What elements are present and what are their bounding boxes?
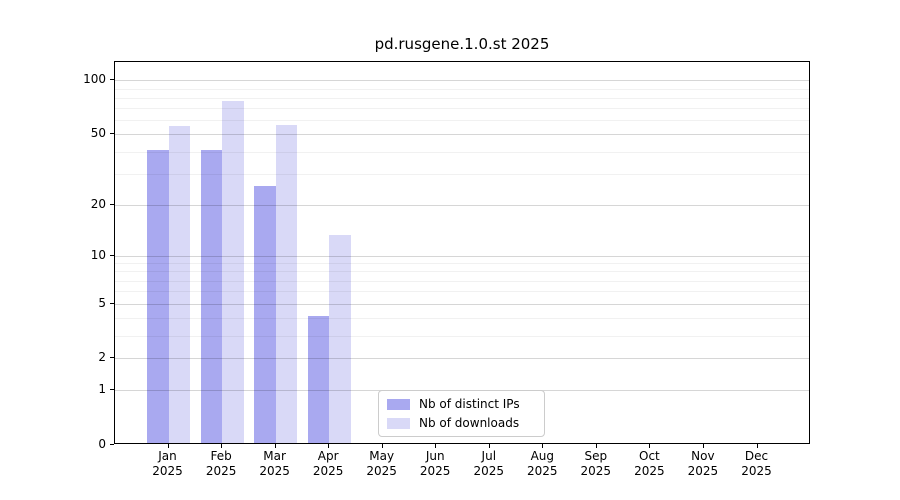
- x-tick-mark: [542, 444, 544, 448]
- x-tick-year: 2025: [687, 464, 719, 478]
- y-tick-label-50: 50: [90, 126, 106, 141]
- x-tick-year: 2025: [741, 464, 772, 478]
- bar-downloads-jan: [168, 126, 190, 443]
- x-tick-month: Jan: [158, 449, 177, 463]
- x-tick-mark: [649, 444, 651, 448]
- bar-distinct-ips-apr: [307, 315, 330, 443]
- distinct-ips-swatch-icon: [387, 398, 410, 410]
- legend-item-distinct-ips: Nb of distinct IPs: [387, 397, 536, 411]
- y-tick-label-10: 10: [90, 247, 106, 262]
- x-tick-mark: [435, 444, 437, 448]
- bar-downloads-feb: [222, 100, 244, 443]
- x-tick-label-mar: Mar 2025: [243, 449, 307, 479]
- x-tick-label-aug: Aug 2025: [510, 449, 574, 479]
- x-tick-month: May: [369, 449, 395, 463]
- x-tick-year: 2025: [473, 464, 505, 478]
- gridline-minor-80: [115, 97, 809, 99]
- x-tick-mark: [756, 444, 758, 448]
- x-tick-year: 2025: [366, 464, 397, 478]
- x-tick-month: Aug: [530, 449, 555, 463]
- x-tick-month: Nov: [691, 449, 715, 463]
- x-tick-month: Dec: [744, 449, 769, 463]
- x-tick-mark: [274, 444, 276, 448]
- bar-downloads-mar: [275, 125, 298, 443]
- x-tick-label-jun: Jun 2025: [403, 449, 467, 479]
- x-tick-year: 2025: [580, 464, 612, 478]
- y-tick-mark: [110, 203, 114, 205]
- x-tick-month: Jul: [481, 449, 497, 463]
- x-tick-month: Sep: [584, 449, 608, 463]
- x-tick-year: 2025: [419, 464, 451, 478]
- y-tick-label-20: 20: [90, 196, 106, 211]
- x-tick-label-sep: Sep 2025: [564, 449, 628, 479]
- gridline-major-100: [115, 80, 809, 82]
- y-tick-label-5: 5: [98, 295, 106, 310]
- y-tick-label-0: 0: [98, 437, 106, 451]
- x-tick-month: Feb: [210, 449, 232, 463]
- x-tick-year: 2025: [152, 464, 183, 478]
- y-tick-mark: [110, 254, 114, 256]
- x-tick-month: Oct: [639, 449, 660, 463]
- y-tick-mark: [110, 133, 114, 135]
- y-tick-mark: [110, 444, 114, 445]
- x-tick-label-nov: Nov 2025: [671, 449, 735, 479]
- x-tick-year: 2025: [527, 464, 558, 478]
- downloads-swatch-icon: [387, 417, 410, 429]
- x-tick-year: 2025: [634, 464, 665, 478]
- y-tick-mark: [110, 79, 114, 81]
- x-tick-mark: [328, 444, 330, 448]
- x-tick-year: 2025: [205, 464, 237, 478]
- chart-title: pd.rusgene.1.0.st 2025: [374, 35, 550, 53]
- legend-label-distinct-ips: Nb of distinct IPs: [419, 397, 520, 411]
- legend-item-downloads: Nb of downloads: [387, 416, 536, 430]
- x-tick-label-feb: Feb 2025: [189, 449, 253, 479]
- y-tick-mark: [110, 357, 114, 359]
- y-tick-mark: [110, 302, 114, 304]
- gridline-minor-90: [115, 88, 809, 90]
- x-tick-label-may: May 2025: [350, 449, 414, 479]
- x-tick-mark: [488, 444, 490, 448]
- y-tick-mark: [110, 389, 114, 391]
- x-tick-label-oct: Oct 2025: [617, 449, 681, 479]
- x-tick-year: 2025: [259, 464, 290, 478]
- gridline-minor-60: [115, 120, 809, 122]
- x-tick-month: Mar: [263, 449, 286, 463]
- bar-distinct-ips-mar: [254, 185, 276, 443]
- x-tick-month: Jun: [425, 449, 445, 463]
- bar-downloads-apr: [329, 234, 351, 443]
- x-tick-mark: [381, 444, 383, 448]
- legend: Nb of distinct IPs Nb of downloads: [378, 390, 545, 437]
- plot-area: [114, 61, 810, 444]
- x-tick-label-apr: Apr 2025: [296, 449, 360, 479]
- y-tick-label-100: 100: [83, 72, 106, 87]
- x-tick-year: 2025: [312, 464, 344, 478]
- y-tick-label-1: 1: [98, 382, 106, 397]
- x-tick-mark: [595, 444, 597, 448]
- bar-distinct-ips-jan: [147, 149, 169, 443]
- x-tick-month: Apr: [317, 449, 339, 463]
- x-tick-mark: [702, 444, 704, 448]
- bar-distinct-ips-feb: [200, 149, 223, 443]
- legend-label-downloads: Nb of downloads: [419, 416, 520, 430]
- x-tick-mark: [221, 444, 223, 448]
- x-tick-label-jul: Jul 2025: [457, 449, 521, 479]
- gridline-minor-70: [115, 108, 809, 110]
- x-tick-mark: [167, 444, 169, 448]
- gridline-major-50: [115, 134, 809, 136]
- x-tick-label-dec: Dec 2025: [725, 449, 789, 479]
- x-tick-label-jan: Jan 2025: [136, 449, 200, 479]
- y-tick-label-2: 2: [98, 350, 106, 365]
